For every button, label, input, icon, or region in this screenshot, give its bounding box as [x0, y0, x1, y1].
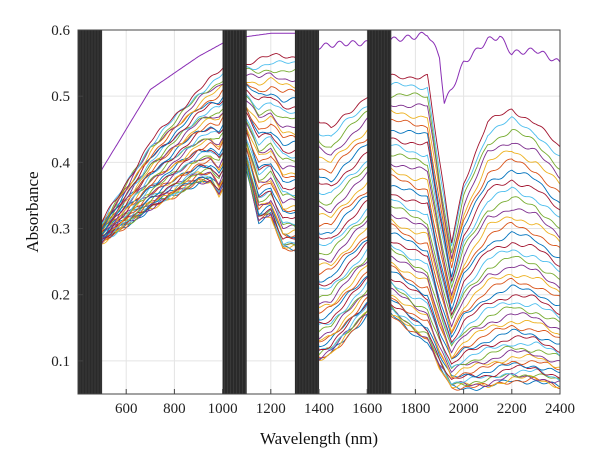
y-axis-label: Absorbance: [23, 171, 42, 252]
shaded-band: [367, 30, 392, 394]
y-tick-label: 0.4: [51, 155, 70, 171]
x-tick-label: 2000: [449, 401, 479, 417]
x-tick-label: 2400: [545, 401, 575, 417]
x-tick-label: 600: [115, 401, 138, 417]
y-tick-label: 0.3: [51, 222, 70, 238]
x-tick-label: 800: [163, 401, 186, 417]
x-tick-label: 1800: [400, 401, 430, 417]
shaded-band: [294, 30, 319, 394]
shaded-band: [222, 30, 247, 394]
y-tick-label: 0.5: [51, 89, 70, 105]
shaded-bands: [78, 30, 392, 394]
x-tick-label: 2200: [497, 401, 527, 417]
x-tick-label: 1000: [208, 401, 238, 417]
y-tick-label: 0.1: [51, 354, 70, 370]
x-axis-label: Wavelength (nm): [260, 429, 378, 448]
y-tick-label: 0.6: [51, 23, 70, 39]
shaded-band: [78, 30, 103, 394]
x-tick-label: 1600: [352, 401, 382, 417]
x-tick-label: 1200: [256, 401, 286, 417]
y-tick-label: 0.2: [51, 288, 70, 304]
x-tick-label: 1400: [304, 401, 334, 417]
x-ticks: 600 800 1000 1200 1400 1600 1800 2000 2200 2400: [115, 389, 575, 417]
y-ticks: 0.1 0.2 0.3 0.4 0.5 0.6: [51, 23, 83, 370]
